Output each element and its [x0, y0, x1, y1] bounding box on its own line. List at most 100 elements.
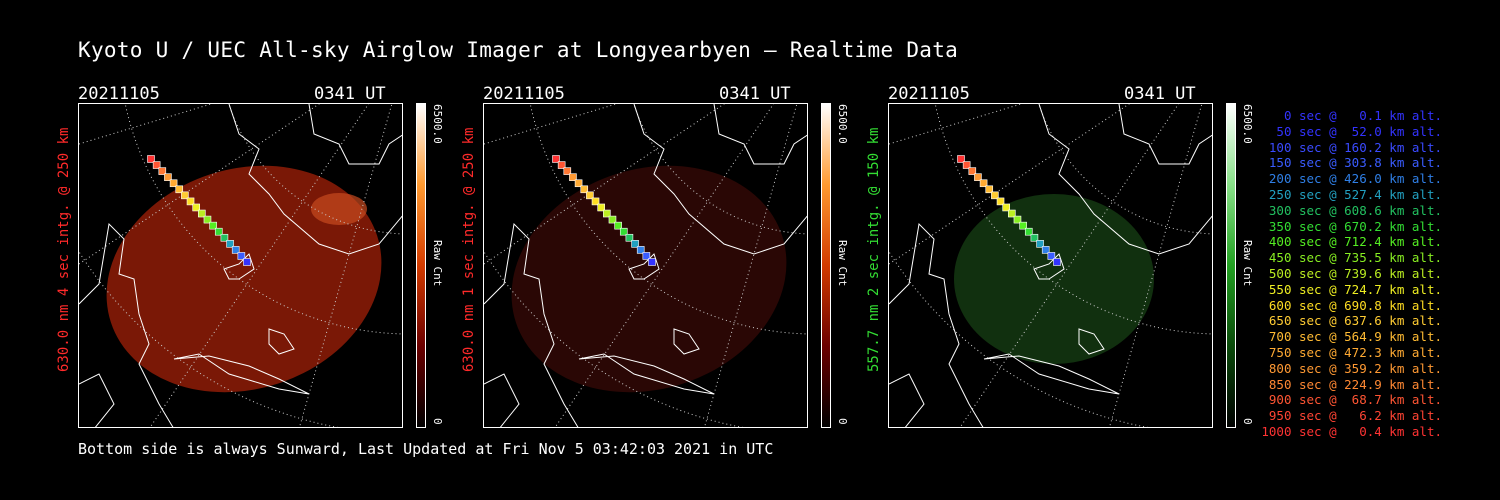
legend-row: 500 sec @ 739.6 km alt.	[1261, 265, 1442, 281]
legend-row: 1000 sec @ 0.4 km alt.	[1261, 423, 1442, 439]
trajectory-point	[631, 240, 639, 248]
trajectory-point	[1041, 246, 1050, 254]
coastline	[484, 373, 520, 427]
panel-1-colorbar	[416, 103, 426, 428]
panel-1-image	[78, 103, 403, 428]
trajectory-point	[625, 233, 634, 242]
trajectory-point	[996, 197, 1005, 206]
grid-meridian	[79, 104, 213, 145]
panel-1-airglow	[106, 165, 382, 393]
panel-3-label: 557.7 nm 2 sec intg. @ 150 km	[866, 127, 882, 372]
panel-2-date: 20211105	[483, 84, 565, 104]
page-title: Kyoto U / UEC All-sky Airglow Imager at …	[78, 38, 959, 62]
panel-3-time: 0341 UT	[1124, 84, 1196, 104]
trajectory-point	[186, 197, 195, 206]
grid-meridian	[959, 104, 1180, 427]
trajectory-point	[158, 167, 167, 175]
grid-meridian	[554, 104, 775, 427]
trajectory-point	[642, 252, 651, 260]
coastline	[223, 253, 255, 280]
coastline	[1038, 104, 1212, 255]
trajectory-point	[574, 179, 583, 188]
trajectory-point	[603, 209, 611, 218]
trajectory-point	[1053, 258, 1061, 266]
panel-3-date: 20211105	[888, 84, 970, 104]
trajectory-point	[557, 161, 566, 169]
panel-1-cbar-unit: Raw Cnt	[431, 240, 444, 287]
coastline	[228, 104, 402, 255]
trajectory-point	[591, 197, 600, 206]
trajectory-point	[1002, 203, 1010, 212]
coastline	[628, 253, 660, 280]
legend-row: 200 sec @ 426.0 km alt.	[1261, 171, 1442, 187]
trajectory-point	[169, 179, 178, 188]
trajectory-point	[1019, 221, 1027, 230]
trajectory-point	[1013, 215, 1022, 224]
panel-1-aurora-patch	[311, 193, 367, 225]
grid-meridian	[704, 104, 798, 427]
trajectory-point	[957, 155, 965, 163]
panel-3-image	[888, 103, 1213, 428]
trajectory-point	[243, 258, 251, 266]
legend-row: 850 sec @ 224.9 km alt.	[1261, 376, 1442, 392]
panel-3-airglow	[954, 194, 1154, 364]
trajectory-point	[1047, 252, 1056, 260]
legend-row: 450 sec @ 735.5 km alt.	[1261, 250, 1442, 266]
trajectory-point	[192, 203, 200, 212]
legend-row: 50 sec @ 52.0 km alt.	[1261, 123, 1442, 139]
coastline	[79, 373, 115, 427]
trajectory-point	[220, 233, 229, 242]
panel-2-map	[484, 104, 807, 427]
legend-row: 650 sec @ 637.6 km alt.	[1261, 313, 1442, 329]
coastline	[633, 104, 807, 255]
trajectory-point	[563, 167, 572, 175]
coastline	[889, 222, 984, 427]
grid-meridian	[299, 104, 393, 427]
coastline	[1033, 253, 1065, 280]
trajectory-point	[586, 191, 594, 200]
coastline	[673, 328, 700, 355]
trajectory-point	[181, 191, 189, 200]
panel-1-cbar-max: 6500.0	[431, 104, 444, 144]
coastline	[713, 104, 807, 165]
grid-meridian	[1109, 104, 1203, 427]
coastline	[268, 328, 295, 355]
coastline	[889, 373, 925, 427]
trajectory-point	[608, 215, 617, 224]
trajectory-point	[164, 173, 172, 181]
trajectory-point	[152, 161, 161, 169]
trajectory-point	[962, 161, 971, 169]
panel-1-label: 630.0 nm 4 sec intg. @ 250 km	[56, 127, 72, 372]
panel-3-colorbar	[1226, 103, 1236, 428]
legend-row: 150 sec @ 303.8 km alt.	[1261, 155, 1442, 171]
coastline	[173, 353, 310, 395]
coastline	[308, 104, 402, 165]
grid-meridian	[889, 104, 1023, 145]
coastline	[983, 353, 1120, 395]
trajectory-point	[237, 252, 246, 260]
panel-1-map	[79, 104, 402, 427]
legend-row: 700 sec @ 564.9 km alt.	[1261, 329, 1442, 345]
trajectory-point	[214, 227, 223, 236]
legend-row: 750 sec @ 472.3 km alt.	[1261, 344, 1442, 360]
legend-row: 400 sec @ 712.4 km alt.	[1261, 234, 1442, 250]
legend-row: 350 sec @ 670.2 km alt.	[1261, 218, 1442, 234]
panel-2-label: 630.0 nm 1 sec intg. @ 250 km	[461, 127, 477, 372]
legend-row: 250 sec @ 527.4 km alt.	[1261, 186, 1442, 202]
trajectory-point	[209, 221, 217, 230]
panel-2-airglow	[511, 165, 787, 393]
panel-2-cbar-min: 0	[836, 418, 849, 425]
trajectory-point	[619, 227, 628, 236]
panel-1-cbar-min: 0	[431, 418, 444, 425]
trajectory-point	[648, 258, 656, 266]
trajectory-point	[636, 246, 645, 254]
panel-1-date: 20211105	[78, 84, 160, 104]
legend-row: 550 sec @ 724.7 km alt.	[1261, 281, 1442, 297]
legend-row: 900 sec @ 68.7 km alt.	[1261, 392, 1442, 408]
trajectory-point	[569, 173, 577, 181]
legend-row: 100 sec @ 160.2 km alt.	[1261, 139, 1442, 155]
panel-1-time: 0341 UT	[314, 84, 386, 104]
trajectory-point	[552, 155, 560, 163]
grid-meridian	[484, 104, 618, 145]
legend-row: 0 sec @ 0.1 km alt.	[1261, 108, 1442, 123]
